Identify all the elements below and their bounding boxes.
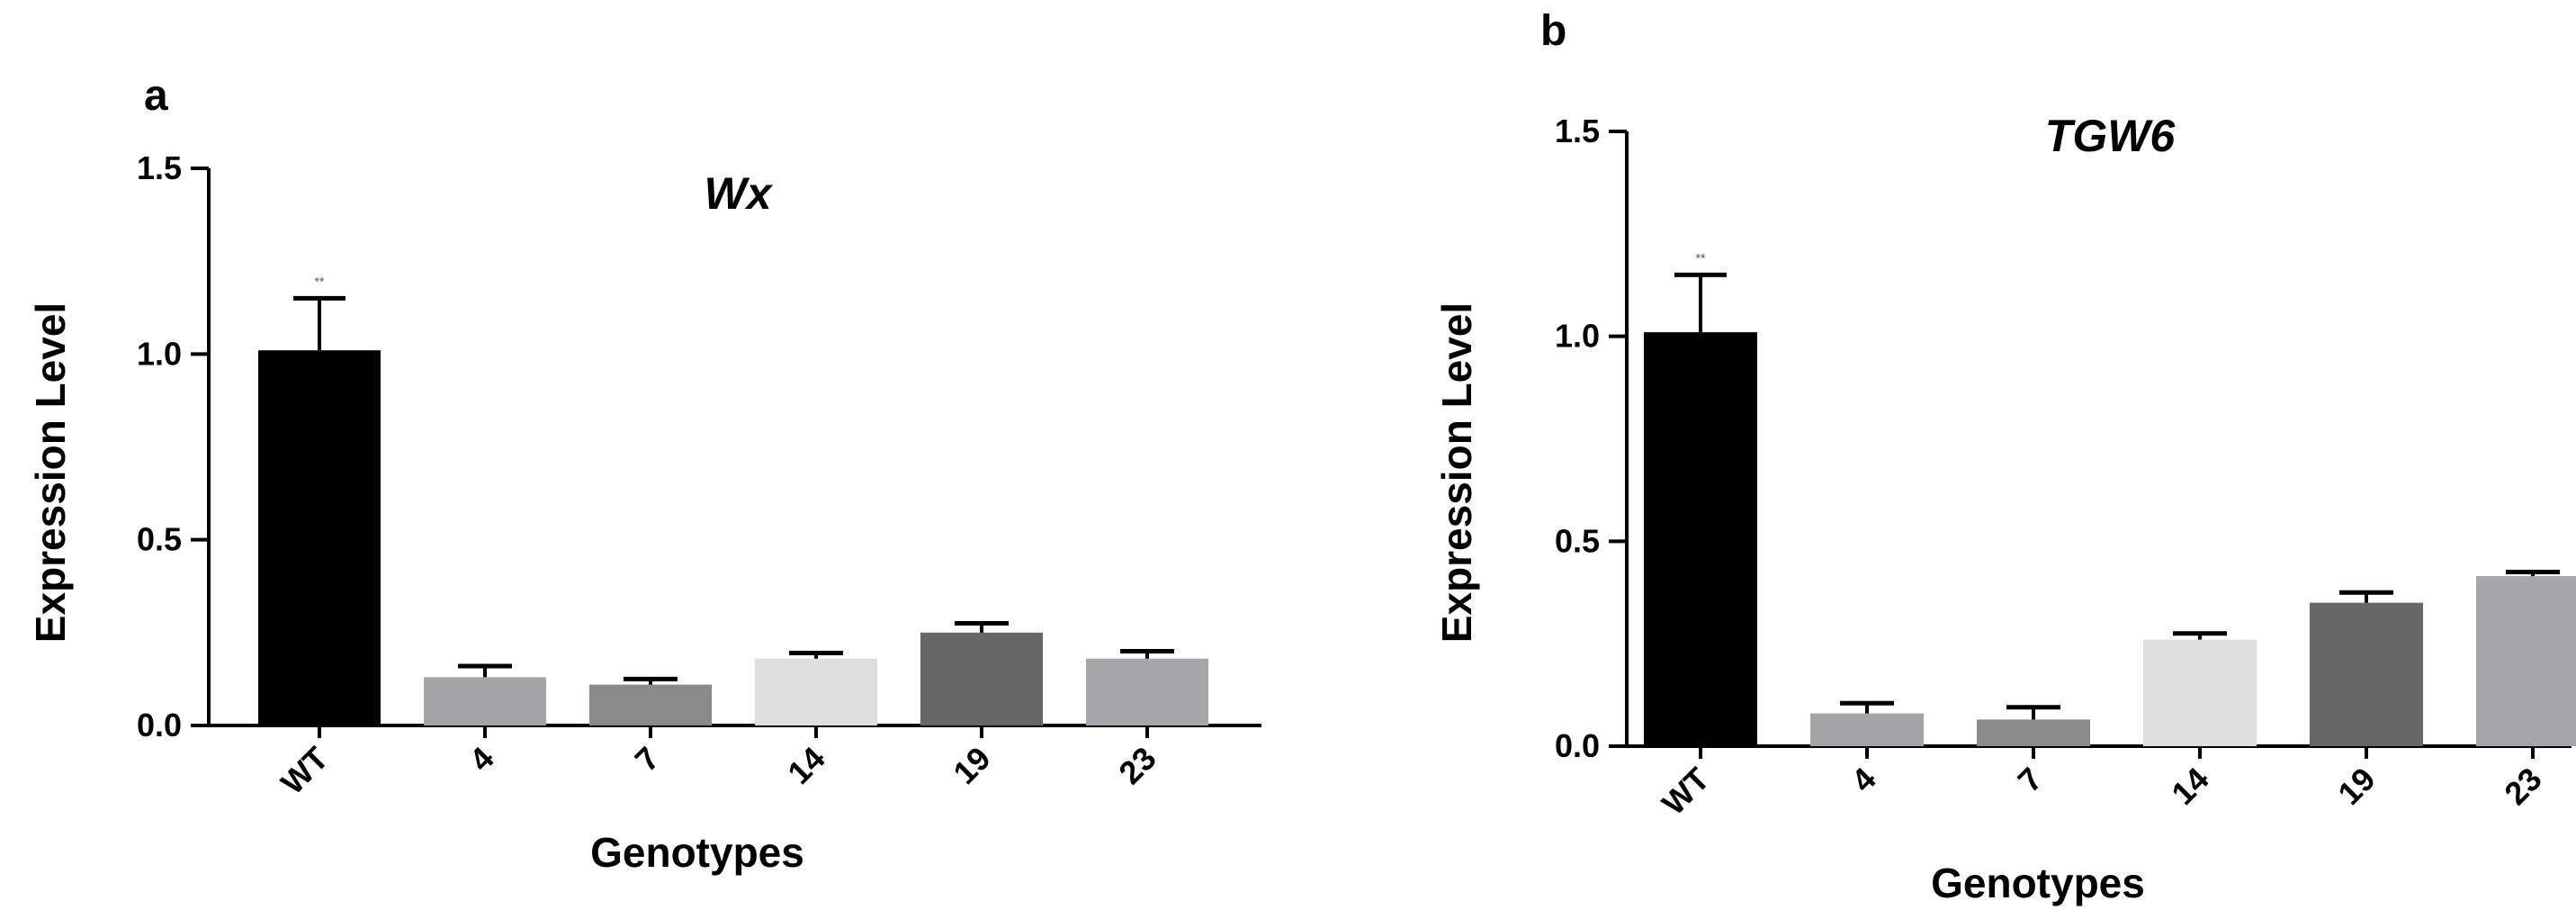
chart-b-title: TGW6 <box>2045 111 2177 161</box>
chart-b-errorbars: ** <box>1674 250 2560 720</box>
x-tick-label-14: 14 <box>780 740 831 791</box>
x-tick-label-7: 7 <box>2011 761 2050 799</box>
bar-WT <box>1644 332 1757 746</box>
y-tick-label: 1.0 <box>137 335 182 372</box>
bar-14 <box>2143 639 2257 746</box>
x-tick-label-4: 4 <box>1844 761 1883 799</box>
bar-19 <box>2310 602 2423 746</box>
x-tick-label-23: 23 <box>1111 740 1162 791</box>
panel-a-letter: a <box>144 72 168 120</box>
panel-b-letter: b <box>1540 7 1566 55</box>
chart-a-ticklabels: WT 4 7 14 19 23 <box>274 740 1163 802</box>
y-tick-label: 1.0 <box>1555 318 1600 355</box>
chart-b-xaxis <box>1627 744 2572 759</box>
x-tick-label-WT: WT <box>1655 761 1717 823</box>
x-tick-label-7: 7 <box>628 740 667 779</box>
significance-WT: ** <box>315 274 325 288</box>
chart-a-bars <box>258 350 1208 725</box>
x-tick-label-14: 14 <box>2164 761 2215 812</box>
x-tick-label-4: 4 <box>462 740 501 779</box>
y-tick-label: 0.5 <box>137 521 182 558</box>
x-tick-label-19: 19 <box>2330 761 2382 812</box>
bar-23 <box>1086 658 1208 725</box>
bar-WT <box>258 350 381 725</box>
significance-WT: ** <box>1696 250 1706 265</box>
y-tick-label: 0.0 <box>137 707 182 743</box>
chart-a-xaxis <box>209 724 1261 738</box>
bar-19 <box>920 632 1043 725</box>
chart-b-xlabel: Genotypes <box>1931 860 2145 906</box>
bar-4 <box>1810 713 1924 746</box>
y-tick-label: 0.5 <box>1555 522 1600 559</box>
chart-panel-a: a Wx Expression Level Genotypes 0.0 0.5 1.… <box>27 72 1261 876</box>
chart-a-errorbars: ** <box>293 274 1174 685</box>
chart-b-yaxis: 0.0 0.5 1.0 1.5 <box>1555 113 1629 764</box>
chart-panel-b: b TGW6 Expression Level Genotypes 0.0 0.5… <box>1433 7 2576 906</box>
bar-7 <box>1977 719 2090 746</box>
x-tick-label-23: 23 <box>2497 761 2548 812</box>
bar-7 <box>589 684 712 725</box>
chart-a-yaxis: 0.0 0.5 1.0 1.5 <box>137 149 211 743</box>
x-tick-label-19: 19 <box>946 740 997 791</box>
chart-b-bars <box>1644 332 2576 746</box>
bar-23 <box>2476 576 2576 746</box>
chart-b-ylabel: Expression Level <box>1433 302 1480 643</box>
bar-4 <box>424 677 546 725</box>
y-tick-label: 0.0 <box>1555 727 1600 764</box>
chart-a-title: Wx <box>705 168 774 219</box>
chart-a-ylabel: Expression Level <box>27 302 74 643</box>
chart-a-xlabel: Genotypes <box>590 829 804 876</box>
x-tick-label-WT: WT <box>274 740 336 802</box>
bar-14 <box>755 658 877 725</box>
chart-b-ticklabels: WT 4 7 14 19 23 <box>1655 761 2549 823</box>
y-tick-label: 1.5 <box>137 149 182 186</box>
y-tick-label: 1.5 <box>1555 113 1600 149</box>
